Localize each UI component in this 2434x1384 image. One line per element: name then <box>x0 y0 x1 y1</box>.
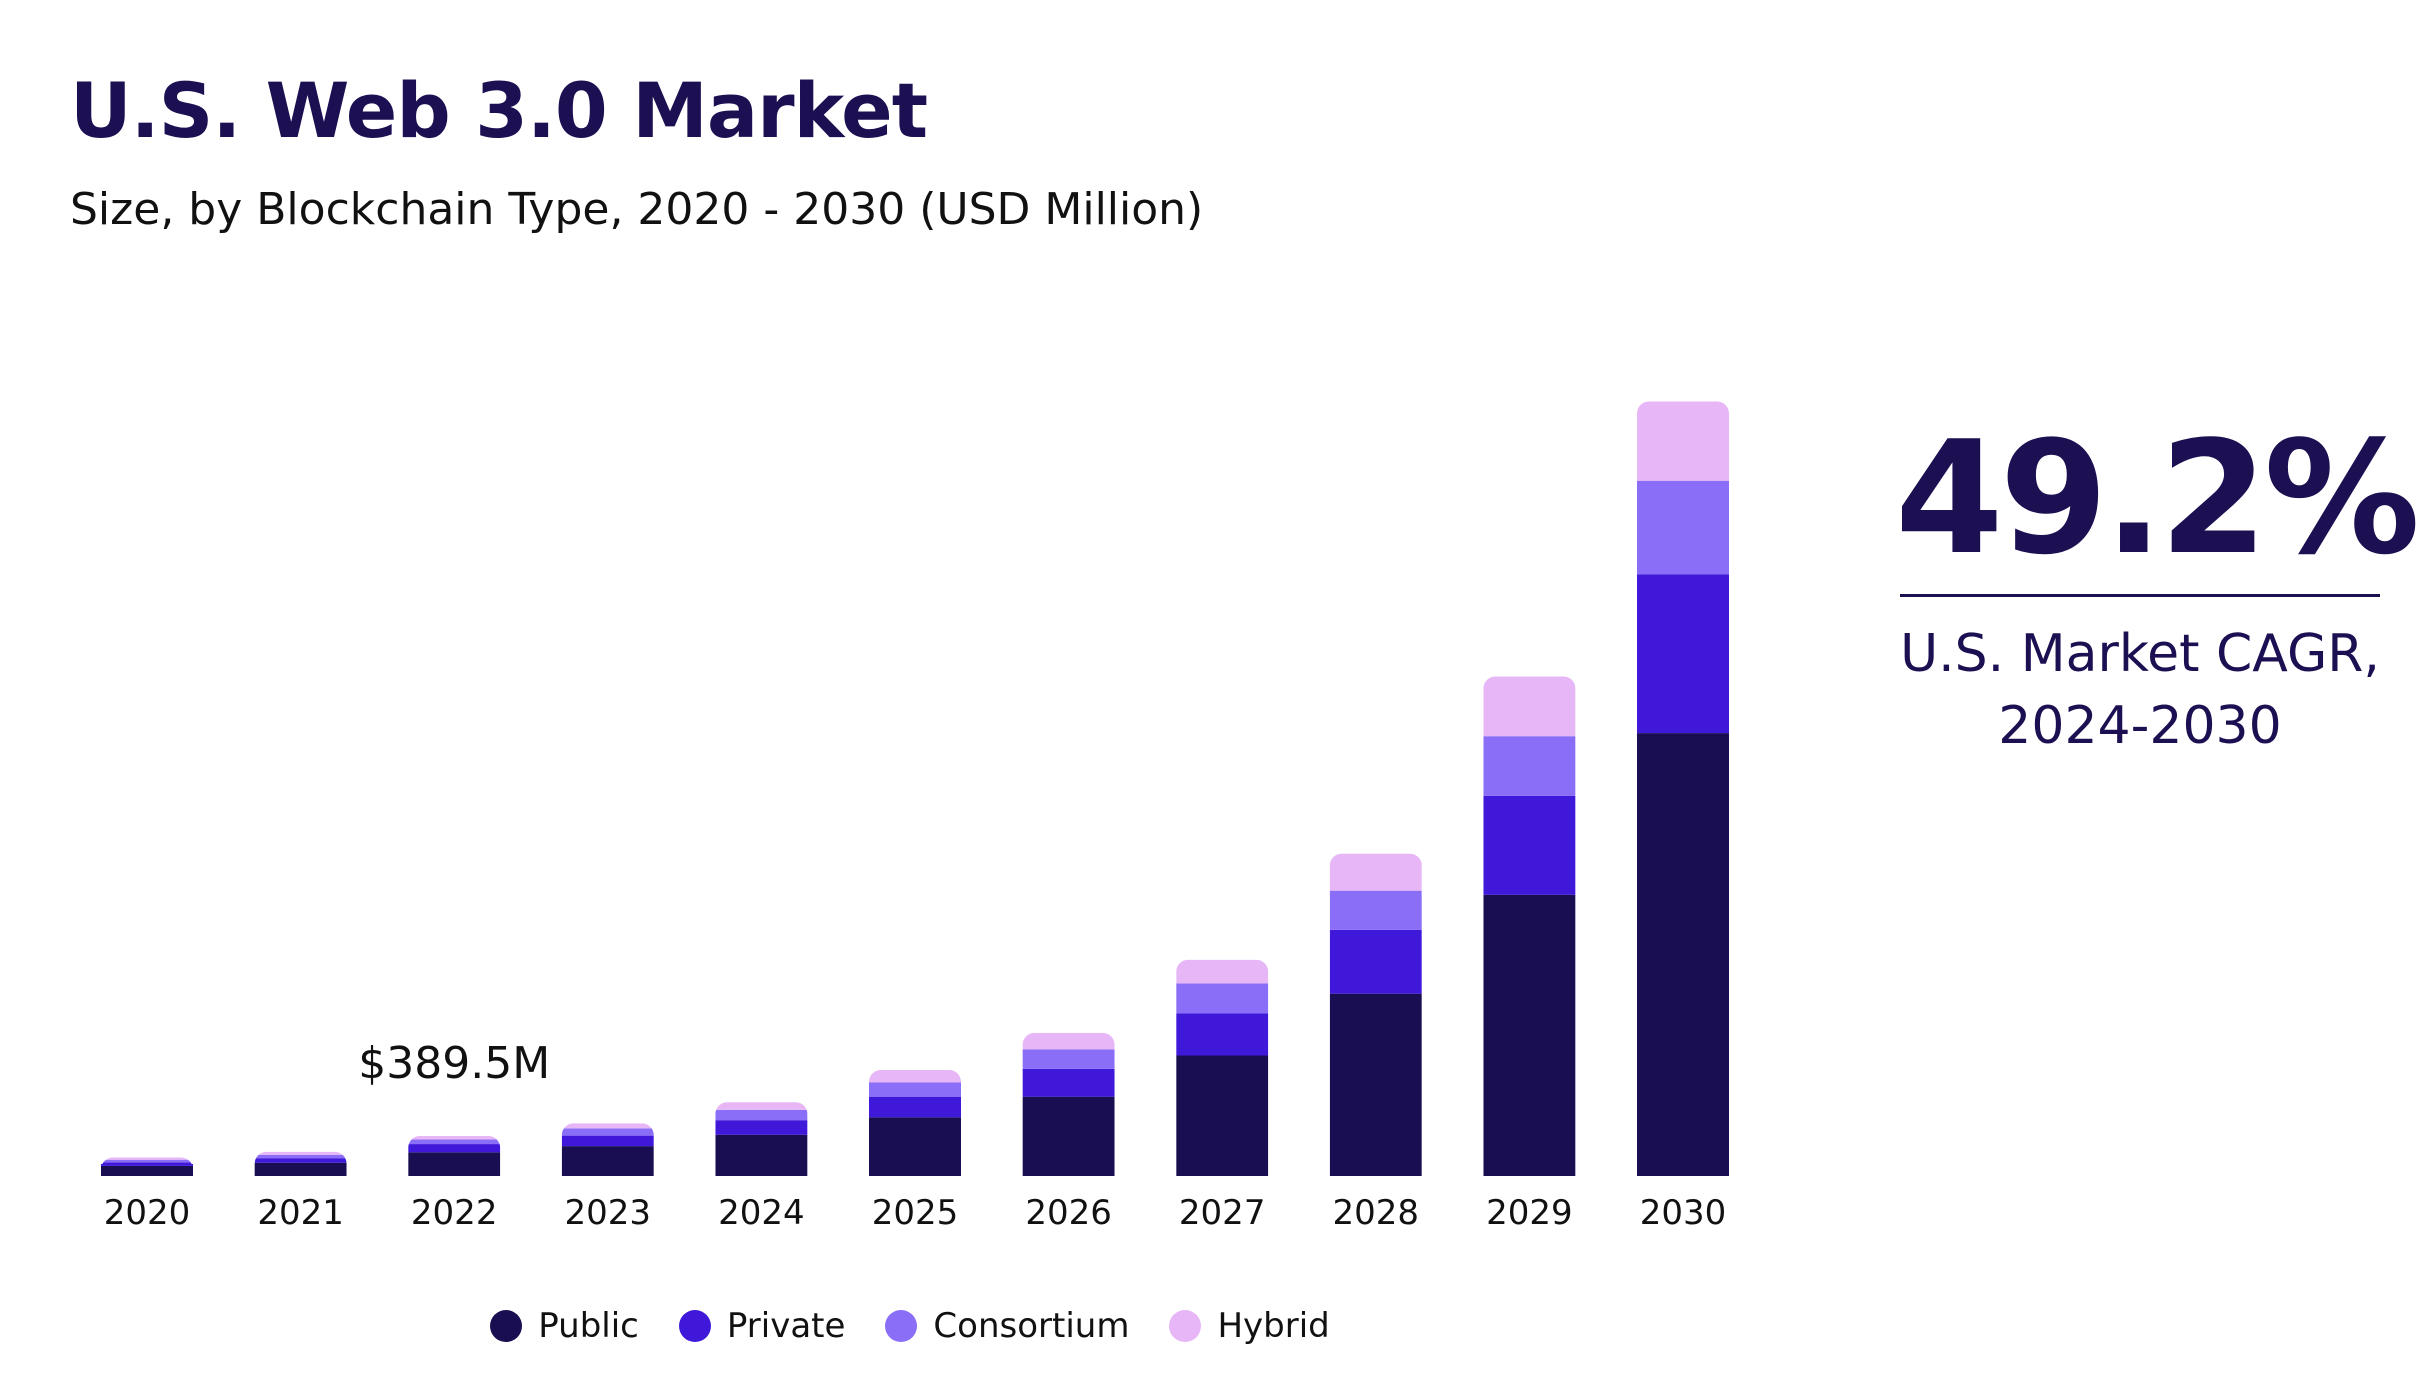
bar-stack-2025 <box>869 1069 961 1176</box>
x-tick-label: 2022 <box>411 1193 498 1233</box>
bar-stack-2023 <box>561 1123 654 1176</box>
bar-private-2023 <box>561 1135 654 1147</box>
bar-public-2028 <box>1329 993 1422 1176</box>
legend-item-public: Public <box>490 1306 639 1346</box>
bar-stack-2030 <box>1637 401 1729 1176</box>
bar-stack-2024 <box>715 1102 808 1176</box>
bar-consortium-2026 <box>1022 1049 1115 1069</box>
bar-public-2030 <box>1637 733 1729 1176</box>
bar-public-2023 <box>561 1146 654 1176</box>
bar-hybrid-2026 <box>1022 1032 1115 1050</box>
bar-stack-2028 <box>1329 853 1422 1176</box>
bar-consortium-2027 <box>1176 983 1269 1014</box>
x-tick-label: 2030 <box>1640 1193 1727 1233</box>
bar-consortium-2030 <box>1637 480 1729 575</box>
x-tick-label: 2028 <box>1333 1193 1420 1233</box>
bar-private-2028 <box>1329 929 1422 994</box>
cagr-label-line2: 2024-2030 <box>1998 696 2282 756</box>
legend-swatch <box>885 1310 918 1342</box>
bar-private-2025 <box>869 1096 961 1118</box>
bar-private-2030 <box>1637 574 1729 734</box>
cagr-label: U.S. Market CAGR, 2024-2030 <box>1860 618 2420 762</box>
legend-label: Private <box>726 1306 846 1346</box>
legend-item-private: Private <box>678 1306 846 1346</box>
bar-private-2021 <box>254 1158 347 1163</box>
bar-public-2027 <box>1176 1055 1269 1176</box>
legend-swatch <box>490 1310 523 1342</box>
bar-public-2025 <box>869 1117 961 1176</box>
legend-swatch <box>1169 1310 1202 1342</box>
x-tick-label: 2023 <box>565 1193 652 1233</box>
legend-item-consortium: Consortium <box>885 1306 1129 1346</box>
bar-public-2020 <box>101 1165 193 1176</box>
bar-public-2029 <box>1483 894 1576 1176</box>
legend-swatch <box>678 1310 711 1342</box>
bar-public-2022 <box>408 1152 501 1176</box>
bar-private-2022 <box>408 1144 501 1153</box>
bar-hybrid-2020 <box>101 1157 193 1160</box>
legend-label: Hybrid <box>1217 1306 1330 1346</box>
bar-consortium-2025 <box>869 1082 961 1097</box>
stacked-bar-chart: 2020 2021 2022 2023 2024 2025 2026 2027 2028 2029… <box>101 401 1729 1233</box>
data-annotation: $389.5M <box>358 1038 550 1089</box>
bar-consortium-2022 <box>408 1139 501 1145</box>
x-tick-label: 2024 <box>718 1193 805 1233</box>
bar-hybrid-2024 <box>715 1102 808 1110</box>
x-tick-label: 2021 <box>257 1193 344 1233</box>
bar-public-2026 <box>1022 1096 1115 1176</box>
x-tick-label: 2027 <box>1179 1193 1266 1233</box>
bar-public-2021 <box>254 1162 347 1176</box>
legend-label: Public <box>538 1306 639 1346</box>
bar-private-2020 <box>101 1162 193 1166</box>
bar-private-2024 <box>715 1120 808 1135</box>
bar-consortium-2021 <box>254 1154 347 1159</box>
bar-hybrid-2025 <box>869 1069 961 1083</box>
bar-private-2026 <box>1022 1068 1115 1097</box>
bar-private-2027 <box>1176 1013 1269 1056</box>
legend-item-hybrid: Hybrid <box>1169 1306 1330 1346</box>
chart-title: U.S. Web 3.0 Market <box>70 66 928 155</box>
bar-consortium-2028 <box>1329 890 1422 930</box>
cagr-value: 49.2% <box>1895 407 2420 589</box>
cagr-label-line1: U.S. Market CAGR, <box>1900 624 2380 684</box>
chart-subtitle: Size, by Blockchain Type, 2020 - 2030 (U… <box>70 184 1204 235</box>
x-tick-label: 2020 <box>104 1193 191 1233</box>
bar-hybrid-2022 <box>408 1135 501 1140</box>
legend-label: Consortium <box>933 1306 1130 1346</box>
bar-consortium-2029 <box>1483 736 1576 796</box>
bar-stack-2026 <box>1022 1032 1115 1176</box>
bar-stack-2029 <box>1483 676 1576 1176</box>
bar-stack-2021 <box>254 1151 347 1176</box>
bar-stack-2027 <box>1176 959 1269 1176</box>
x-tick-label: 2025 <box>872 1193 959 1233</box>
bar-hybrid-2029 <box>1483 676 1576 737</box>
cagr-divider <box>1900 594 2380 597</box>
bar-consortium-2024 <box>715 1109 808 1121</box>
bar-hybrid-2021 <box>254 1151 347 1155</box>
x-tick-label: 2029 <box>1486 1193 1573 1233</box>
bar-hybrid-2030 <box>1637 401 1729 481</box>
bar-consortium-2023 <box>561 1128 654 1136</box>
chart-legend: Public Private Consortium Hybrid <box>0 1306 1820 1346</box>
bar-hybrid-2027 <box>1176 959 1269 984</box>
x-tick-label: 2026 <box>1025 1193 1112 1233</box>
bar-hybrid-2023 <box>561 1123 654 1129</box>
bar-private-2029 <box>1483 795 1576 895</box>
bar-stack-2020 <box>101 1157 193 1176</box>
bar-consortium-2020 <box>101 1159 193 1163</box>
bar-public-2024 <box>715 1134 808 1176</box>
bar-stack-2022 <box>408 1135 501 1176</box>
bar-hybrid-2028 <box>1329 853 1422 891</box>
